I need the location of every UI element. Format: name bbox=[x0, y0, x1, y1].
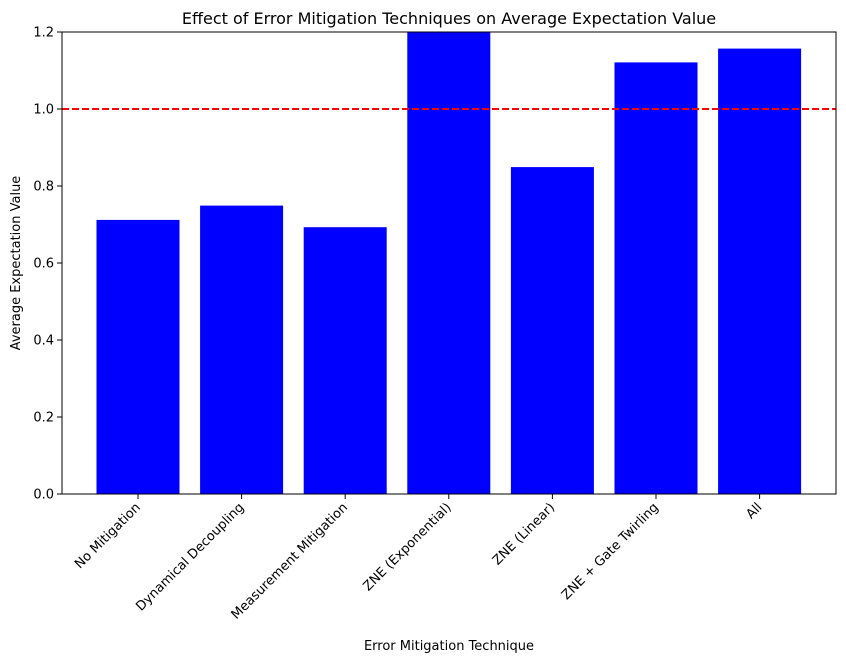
x-tick-label: Dynamical Decoupling bbox=[133, 500, 247, 614]
y-tick-label: 1.2 bbox=[33, 26, 54, 41]
y-tick-label: 0.0 bbox=[33, 488, 54, 503]
x-tick-label: ZNE (Linear) bbox=[490, 500, 558, 568]
x-tick-label: Measurement Mitigation bbox=[229, 500, 351, 622]
chart-title: Effect of Error Mitigation Techniques on… bbox=[182, 9, 716, 28]
bar-0 bbox=[96, 219, 180, 494]
x-axis-label: Error Mitigation Technique bbox=[364, 639, 534, 654]
x-tick-label: No Mitigation bbox=[72, 500, 144, 572]
bar-3 bbox=[407, 32, 491, 494]
bars-group bbox=[96, 32, 802, 495]
x-tick-label: ZNE (Exponential) bbox=[361, 500, 455, 594]
y-tick-label: 0.6 bbox=[33, 257, 54, 272]
y-axis-ticks: 0.0 0.2 0.4 0.6 0.8 1.0 1.2 bbox=[33, 26, 62, 503]
y-tick-label: 1.0 bbox=[33, 103, 54, 118]
bar-1 bbox=[200, 205, 284, 494]
x-tick-label: ZNE + Gate Twirling bbox=[559, 500, 662, 603]
y-axis-label: Average Expectation Value bbox=[9, 176, 24, 351]
bar-4 bbox=[510, 167, 594, 494]
y-tick-label: 0.2 bbox=[33, 411, 54, 426]
bar-5 bbox=[614, 62, 698, 495]
x-tick-label: All bbox=[743, 500, 765, 522]
bar-2 bbox=[303, 227, 387, 494]
y-tick-label: 0.4 bbox=[33, 334, 54, 349]
bar-6 bbox=[718, 48, 802, 494]
y-tick-label: 0.8 bbox=[33, 180, 54, 195]
